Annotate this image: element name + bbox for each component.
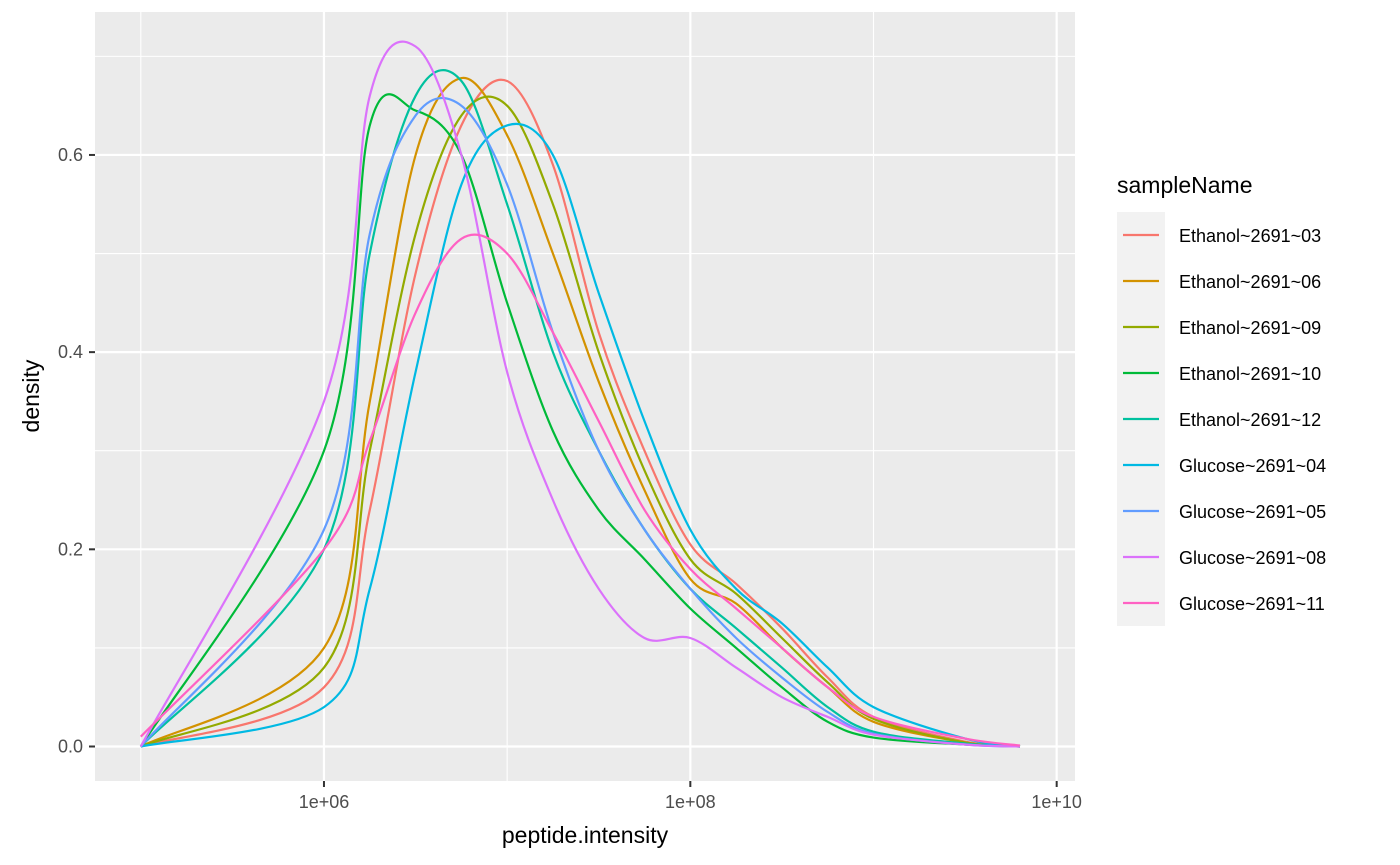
major-gridlines [95,12,1075,781]
legend-label: Glucose~2691~11 [1179,594,1325,614]
density-line [140,78,1021,748]
legend: sampleName Ethanol~2691~03Ethanol~2691~0… [1117,172,1326,626]
density-line [139,97,1021,748]
y-axis: 0.0 0.2 0.4 0.6 [58,145,95,756]
x-tick-label: 1e+10 [1031,792,1082,812]
legend-label: Glucose~2691~05 [1179,502,1326,522]
legend-label: Ethanol~2691~06 [1179,272,1321,292]
minor-gridlines [95,12,1075,781]
legend-label: Glucose~2691~08 [1179,548,1326,568]
legend-label: Ethanol~2691~03 [1179,226,1321,246]
legend-label: Glucose~2691~04 [1179,456,1326,476]
density-line [140,233,1021,747]
legend-label: Ethanol~2691~10 [1179,364,1321,384]
density-lines [139,40,1021,748]
y-tick-label: 0.6 [58,145,83,165]
legend-items: Ethanol~2691~03 Ethanol~2691~06 Ethanol~26… [1123,226,1326,614]
x-axis-title: peptide.intensity [502,822,669,848]
density-line [139,69,1021,748]
legend-label: Ethanol~2691~09 [1179,318,1321,338]
x-tick-label: 1e+06 [299,792,350,812]
density-line [139,93,1021,748]
density-line [140,122,1021,748]
density-line [140,95,1021,748]
x-tick-label: 1e+08 [665,792,716,812]
y-tick-label: 0.4 [58,342,83,362]
y-tick-label: 0.0 [58,736,83,756]
y-axis-title: density [18,359,44,432]
legend-label: Ethanol~2691~12 [1179,410,1321,430]
x-axis: 1e+06 1e+08 1e+10 [299,781,1082,812]
y-tick-label: 0.2 [58,539,83,559]
density-line [139,40,1021,748]
legend-title: sampleName [1117,172,1253,198]
